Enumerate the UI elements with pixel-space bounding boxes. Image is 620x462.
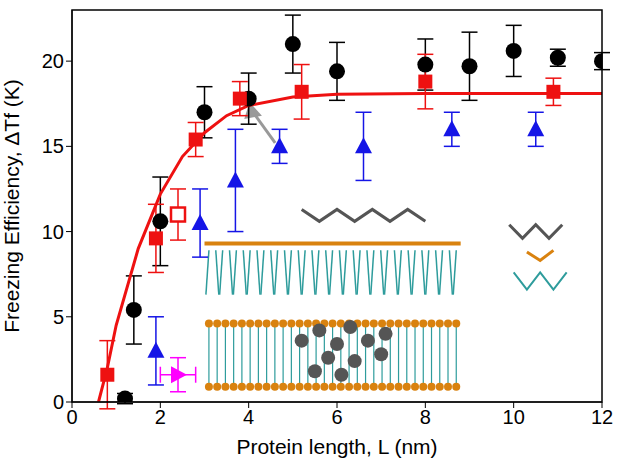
svg-text:Protein length, L (nm): Protein length, L (nm) (236, 435, 437, 458)
svg-text:8: 8 (420, 406, 431, 428)
svg-text:Freezing Efficiency, ΔTf (K): Freezing Efficiency, ΔTf (K) (0, 79, 23, 333)
svg-text:10: 10 (42, 221, 64, 243)
svg-text:0: 0 (66, 406, 77, 428)
svg-text:12: 12 (591, 406, 613, 428)
svg-text:2: 2 (155, 406, 166, 428)
svg-text:5: 5 (53, 306, 64, 328)
svg-text:10: 10 (503, 406, 525, 428)
svg-text:0: 0 (53, 391, 64, 413)
svg-text:20: 20 (42, 50, 64, 72)
svg-text:15: 15 (42, 135, 64, 157)
svg-text:6: 6 (331, 406, 342, 428)
svg-text:4: 4 (243, 406, 254, 428)
